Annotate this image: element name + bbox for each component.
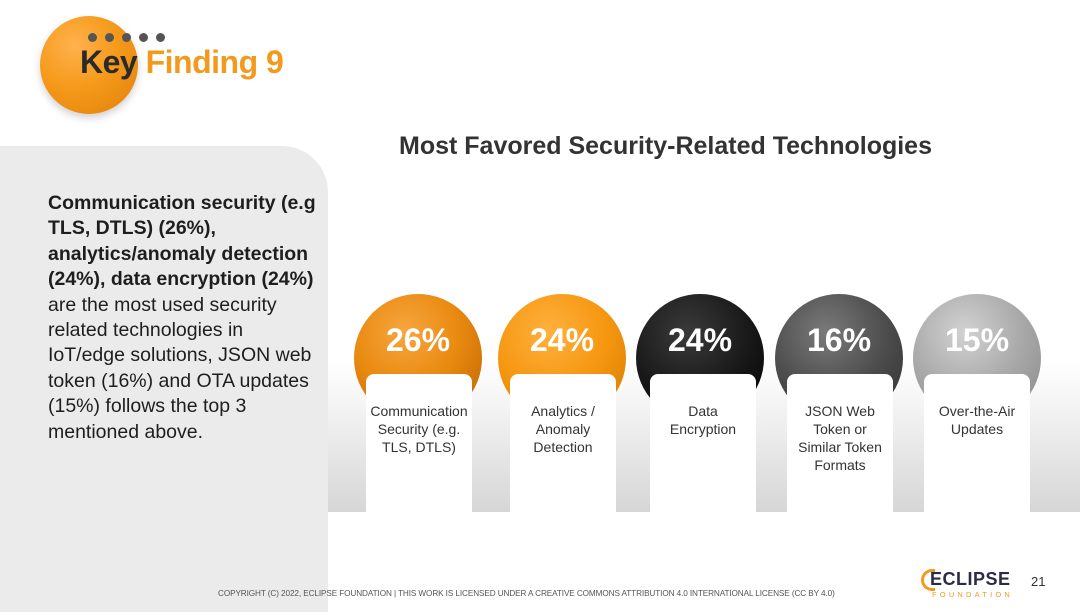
summary-panel [0, 146, 328, 612]
category-card: Communication Security (e.g. TLS, DTLS) [366, 374, 472, 512]
eclipse-logo-subtext: FOUNDATION [932, 590, 1014, 599]
title-finding: Finding 9 [145, 44, 284, 80]
category-label: Over-the-Air Updates [938, 403, 1016, 437]
dot [122, 33, 131, 42]
dot [88, 33, 97, 42]
category-label: Analytics / Anomaly Detection [531, 403, 595, 455]
chart-title: Most Favored Security-Related Technologi… [399, 132, 932, 160]
category-card: Data Encryption [650, 374, 756, 512]
category-label: Data Encryption [669, 403, 737, 437]
decorative-dots [88, 33, 165, 42]
eclipse-logo-text: ECLIPSE [930, 569, 1011, 589]
dot [139, 33, 148, 42]
summary-text: Communication security (e.g TLS, DTLS) (… [48, 191, 320, 445]
title-key: Key [80, 44, 138, 80]
page-number: 21 [1031, 574, 1046, 589]
category-card: JSON Web Token or Similar Token Formats [787, 374, 893, 512]
summary-normal: are the most used security related techn… [48, 293, 312, 443]
copyright-footer: COPYRIGHT (C) 2022, ECLIPSE FOUNDATION |… [218, 589, 835, 598]
category-card: Analytics / Anomaly Detection [510, 374, 616, 512]
eclipse-logo-icon [921, 569, 935, 591]
dot [156, 33, 165, 42]
summary-bold: Communication security (e.g TLS, DTLS) (… [48, 192, 316, 291]
category-label: JSON Web Token or Similar Token Formats [798, 403, 882, 473]
category-label: Communication Security (e.g. TLS, DTLS) [370, 403, 468, 455]
category-card: Over-the-Air Updates [924, 374, 1030, 512]
key-finding-badge [40, 16, 138, 114]
key-finding-title: Key Finding 9 [80, 44, 284, 81]
dot [105, 33, 114, 42]
